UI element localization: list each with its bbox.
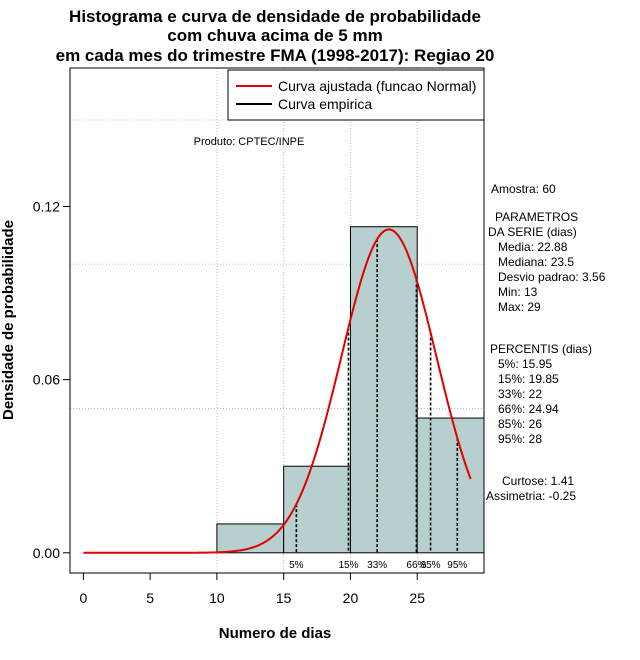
legend-box — [227, 69, 485, 121]
x-tick-label: 5 — [146, 590, 154, 606]
x-axis-title: Numero de dias — [219, 625, 332, 642]
params-title-2: DA SERIE (dias) — [488, 225, 577, 239]
percentile-label: 33% — [367, 560, 387, 571]
percentil-33: 33%: 22 — [498, 387, 542, 401]
histogram-bar — [349, 226, 418, 554]
normal-curve-path — [83, 228, 472, 554]
normal-curve — [83, 228, 472, 554]
percentil-85: 85%: 26 — [498, 417, 542, 431]
param-desvio: Desvio padrao: 3.56 — [498, 270, 606, 284]
percentile-label: 85% — [421, 560, 441, 571]
percentile-label: 95% — [447, 560, 467, 571]
x-axis: 0 5 10 15 20 25 — [79, 572, 425, 606]
sample-size: Amostra: 60 — [491, 182, 556, 196]
percentile-label: 66% — [406, 560, 426, 571]
x-tick-label: 0 — [79, 590, 87, 606]
chart-title-line-1: Histograma e curva de densidade de proba… — [69, 7, 481, 26]
param-max: Max: 29 — [498, 300, 541, 314]
credit-label: Produto: CPTEC/INPE — [194, 136, 305, 148]
legend: Curva ajustada (funcao Normal) Curva emp… — [227, 69, 485, 121]
y-tick-label: 0.00 — [33, 545, 60, 561]
chart-title-line-2: com chuva acima de 5 mm — [167, 26, 382, 45]
percentil-5: 5%: 15.95 — [498, 357, 552, 371]
curtose-value: Curtose: 1.41 — [502, 474, 574, 488]
histogram-bars — [216, 226, 485, 554]
y-axis: 0.00 0.06 0.12 — [33, 199, 71, 561]
y-axis-title: Densidade de probabilidade — [0, 220, 17, 420]
x-tick-label: 25 — [409, 590, 425, 606]
x-tick-label: 10 — [209, 590, 225, 606]
y-tick-label: 0.12 — [33, 199, 60, 215]
x-tick-label: 15 — [276, 590, 292, 606]
param-min: Min: 13 — [498, 285, 538, 299]
percentile-label: 15% — [338, 560, 358, 571]
histogram-bar — [283, 465, 351, 554]
percentile-label: 5% — [289, 560, 304, 571]
percentil-66: 66%: 24.94 — [498, 402, 559, 416]
percentil-95: 95%: 28 — [498, 432, 542, 446]
percentis-title: PERCENTIS (dias) — [490, 342, 592, 356]
assimetria-value: Assimetria: -0.25 — [486, 489, 576, 503]
x-tick-label: 20 — [343, 590, 359, 606]
legend-label-normal: Curva ajustada (funcao Normal) — [278, 78, 476, 94]
stats-panel: Amostra: 60 PARAMETROS DA SERIE (dias) M… — [486, 182, 606, 503]
percentil-15: 15%: 19.85 — [498, 372, 559, 386]
y-tick-label: 0.06 — [33, 372, 60, 388]
percentile-lines: 5% 15% 33% 66%85% 95% — [289, 239, 467, 571]
param-mediana: Mediana: 23.5 — [498, 255, 574, 269]
params-title-1: PARAMETROS — [495, 210, 578, 224]
legend-label-empirical: Curva empirica — [278, 96, 372, 112]
histogram-bar — [416, 417, 485, 554]
param-media: Media: 22.88 — [498, 240, 568, 254]
chart-title-line-3: em cada mes do trimestre FMA (1998-2017)… — [56, 46, 495, 65]
